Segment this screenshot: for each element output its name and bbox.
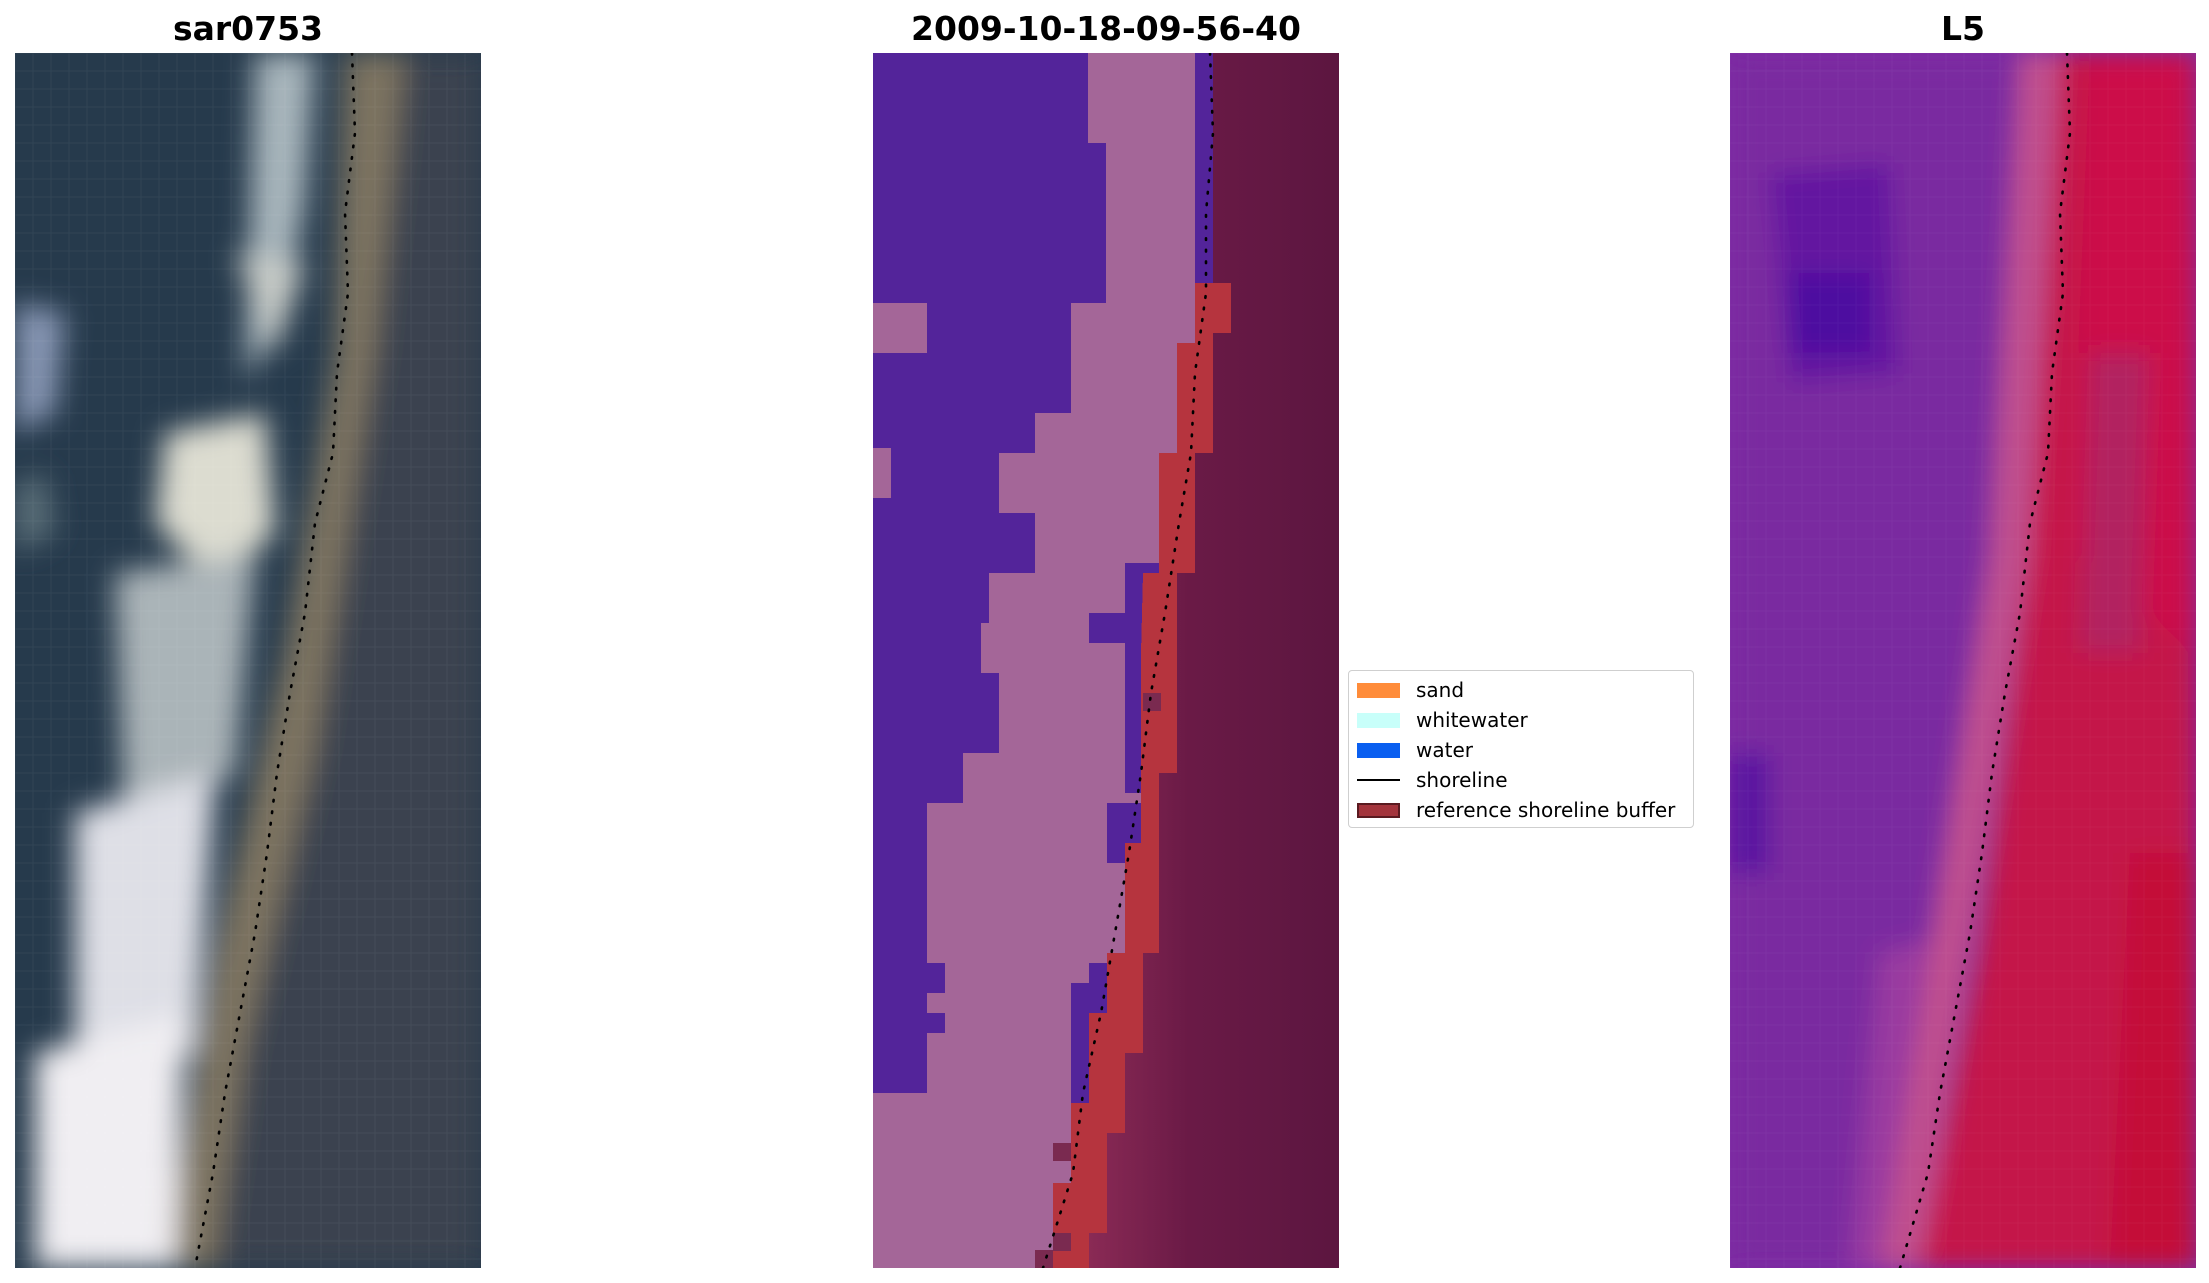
- shoreline-middle: [1041, 53, 1215, 1268]
- legend-swatch-reference-buffer: [1357, 802, 1400, 818]
- legend-item-whitewater: whitewater: [1357, 707, 1528, 733]
- panel-title-left: sar0753: [172, 9, 324, 48]
- legend-label: reference shoreline buffer: [1416, 798, 1676, 822]
- legend-item-sand: sand: [1357, 677, 1464, 703]
- legend-label: water: [1416, 738, 1473, 762]
- legend-item-reference-buffer: reference shoreline buffer: [1357, 797, 1675, 823]
- shoreline-left: [193, 53, 357, 1268]
- legend-item-shoreline: shoreline: [1357, 767, 1508, 793]
- legend-swatch-sand: [1357, 682, 1400, 698]
- l5-index-image: [1730, 53, 2196, 1268]
- legend-item-water: water: [1357, 737, 1473, 763]
- panel-title-middle: 2009-10-18-09-56-40: [911, 9, 1301, 48]
- legend-label: whitewater: [1416, 708, 1528, 732]
- legend-swatch-shoreline: [1357, 779, 1400, 781]
- legend: sand whitewater water shoreline referenc…: [1348, 670, 1694, 828]
- rgb-satellite-image: [15, 53, 481, 1268]
- legend-swatch-water: [1357, 742, 1400, 758]
- classified-image: [873, 53, 1339, 1268]
- legend-swatch-whitewater: [1357, 712, 1400, 728]
- legend-label: sand: [1416, 678, 1465, 702]
- legend-label: shoreline: [1416, 768, 1508, 792]
- panel-title-right: L5: [1941, 9, 1985, 48]
- shoreline-right: [1898, 53, 2072, 1268]
